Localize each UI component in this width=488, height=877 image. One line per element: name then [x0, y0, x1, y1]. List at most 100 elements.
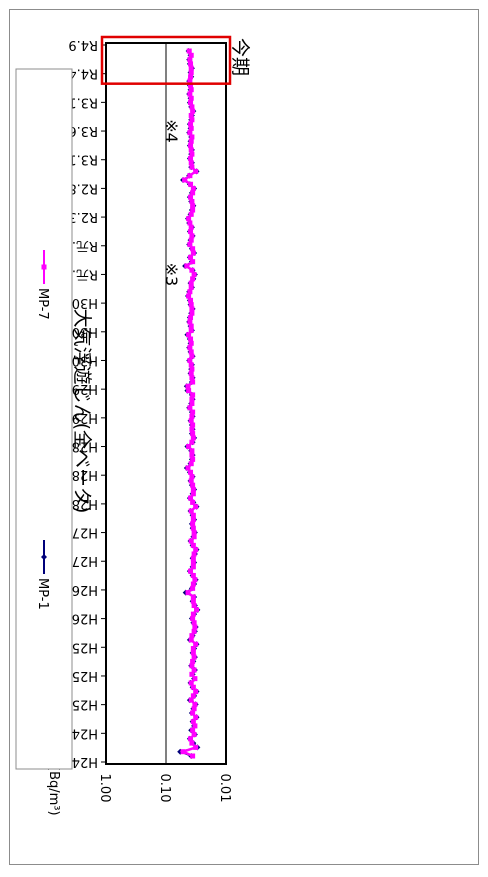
data-point [190, 525, 196, 531]
data-point [190, 250, 196, 256]
data-point [188, 100, 194, 106]
data-point [191, 272, 197, 278]
data-point [187, 130, 193, 136]
data-point [186, 443, 192, 449]
data-point [188, 52, 194, 58]
data-point [188, 736, 194, 742]
data-point [190, 564, 196, 570]
data-point [189, 633, 195, 639]
legend-label: MP-1 [35, 578, 50, 610]
data-point [186, 388, 192, 394]
legend: MP-1 MP-7 [15, 68, 73, 770]
data-point [189, 474, 195, 480]
data-point [189, 233, 195, 239]
data-point [190, 499, 196, 505]
data-point [188, 362, 194, 368]
data-point [191, 603, 197, 609]
x-tick-label: R3.6 [68, 123, 98, 138]
data-point [188, 254, 194, 260]
data-point [187, 289, 193, 295]
data-point [192, 577, 198, 583]
data-point [188, 237, 194, 243]
data-point [190, 572, 196, 578]
data-point [190, 512, 196, 518]
data-point [188, 349, 194, 355]
data-point [189, 663, 195, 669]
unit-label: (Bq/m³) [46, 766, 61, 816]
data-point [188, 95, 194, 101]
data-point [189, 671, 195, 677]
x-tick-label: R2.8 [68, 180, 98, 195]
data-point [188, 155, 194, 161]
data-point [193, 168, 199, 174]
data-point [188, 74, 194, 80]
data-point [193, 714, 199, 720]
data-point [190, 435, 196, 441]
legend-box [15, 68, 73, 770]
annotation-layer: ※3 ※4 今期 [100, 35, 251, 287]
data-point [188, 211, 194, 217]
data-point [192, 723, 198, 729]
data-point [189, 164, 195, 170]
data-point [189, 310, 195, 316]
data-point [190, 276, 196, 282]
data-point [190, 203, 196, 209]
data-point [187, 358, 193, 364]
data-point [190, 727, 196, 733]
data-point [190, 482, 196, 488]
data-point [191, 667, 197, 673]
data-point [190, 422, 196, 428]
data-point [190, 598, 196, 604]
data-point [190, 719, 196, 725]
data-point [191, 628, 197, 634]
data-point [188, 340, 194, 346]
data-point [188, 181, 194, 187]
data-point [190, 259, 196, 265]
data-point [188, 61, 194, 67]
data-point [190, 710, 196, 716]
data-point [189, 740, 195, 746]
data-point [192, 624, 198, 630]
y-tick-label: 1.00 [97, 774, 112, 803]
data-point [189, 151, 195, 157]
data-point [188, 224, 194, 230]
data-point [191, 706, 197, 712]
data-point [188, 87, 194, 93]
data-point [188, 327, 194, 333]
data-point [189, 413, 195, 419]
data-point [190, 560, 196, 566]
data-point [190, 542, 196, 548]
data-point [185, 465, 191, 471]
data-point [188, 194, 194, 200]
x-tick-label: R4.4 [68, 66, 98, 81]
data-point [186, 293, 192, 299]
data-point [188, 297, 194, 303]
legend-label: MP-7 [35, 288, 50, 320]
data-point [189, 448, 195, 454]
data-point [193, 641, 199, 647]
data-point [188, 138, 194, 144]
data-point [189, 426, 195, 432]
data-point [191, 654, 197, 660]
data-point [188, 65, 194, 71]
data-point [189, 267, 195, 273]
series-layer [177, 48, 201, 759]
data-point [186, 332, 192, 338]
data-point [190, 753, 196, 759]
x-tick-label: R3.1 [68, 152, 98, 167]
data-point [190, 517, 196, 523]
x-tick-label: R2.3 [68, 209, 98, 224]
data-point [187, 241, 193, 247]
data-point [193, 689, 199, 695]
data-point [190, 684, 196, 690]
data-point [189, 401, 195, 406]
data-point [188, 315, 194, 321]
y-tick-label: 0.10 [157, 774, 172, 803]
data-point [187, 91, 193, 97]
data-point [189, 439, 195, 445]
data-point [190, 658, 196, 664]
data-point [188, 418, 194, 424]
data-point [190, 486, 196, 492]
annotation-label: ※3 [162, 263, 181, 287]
